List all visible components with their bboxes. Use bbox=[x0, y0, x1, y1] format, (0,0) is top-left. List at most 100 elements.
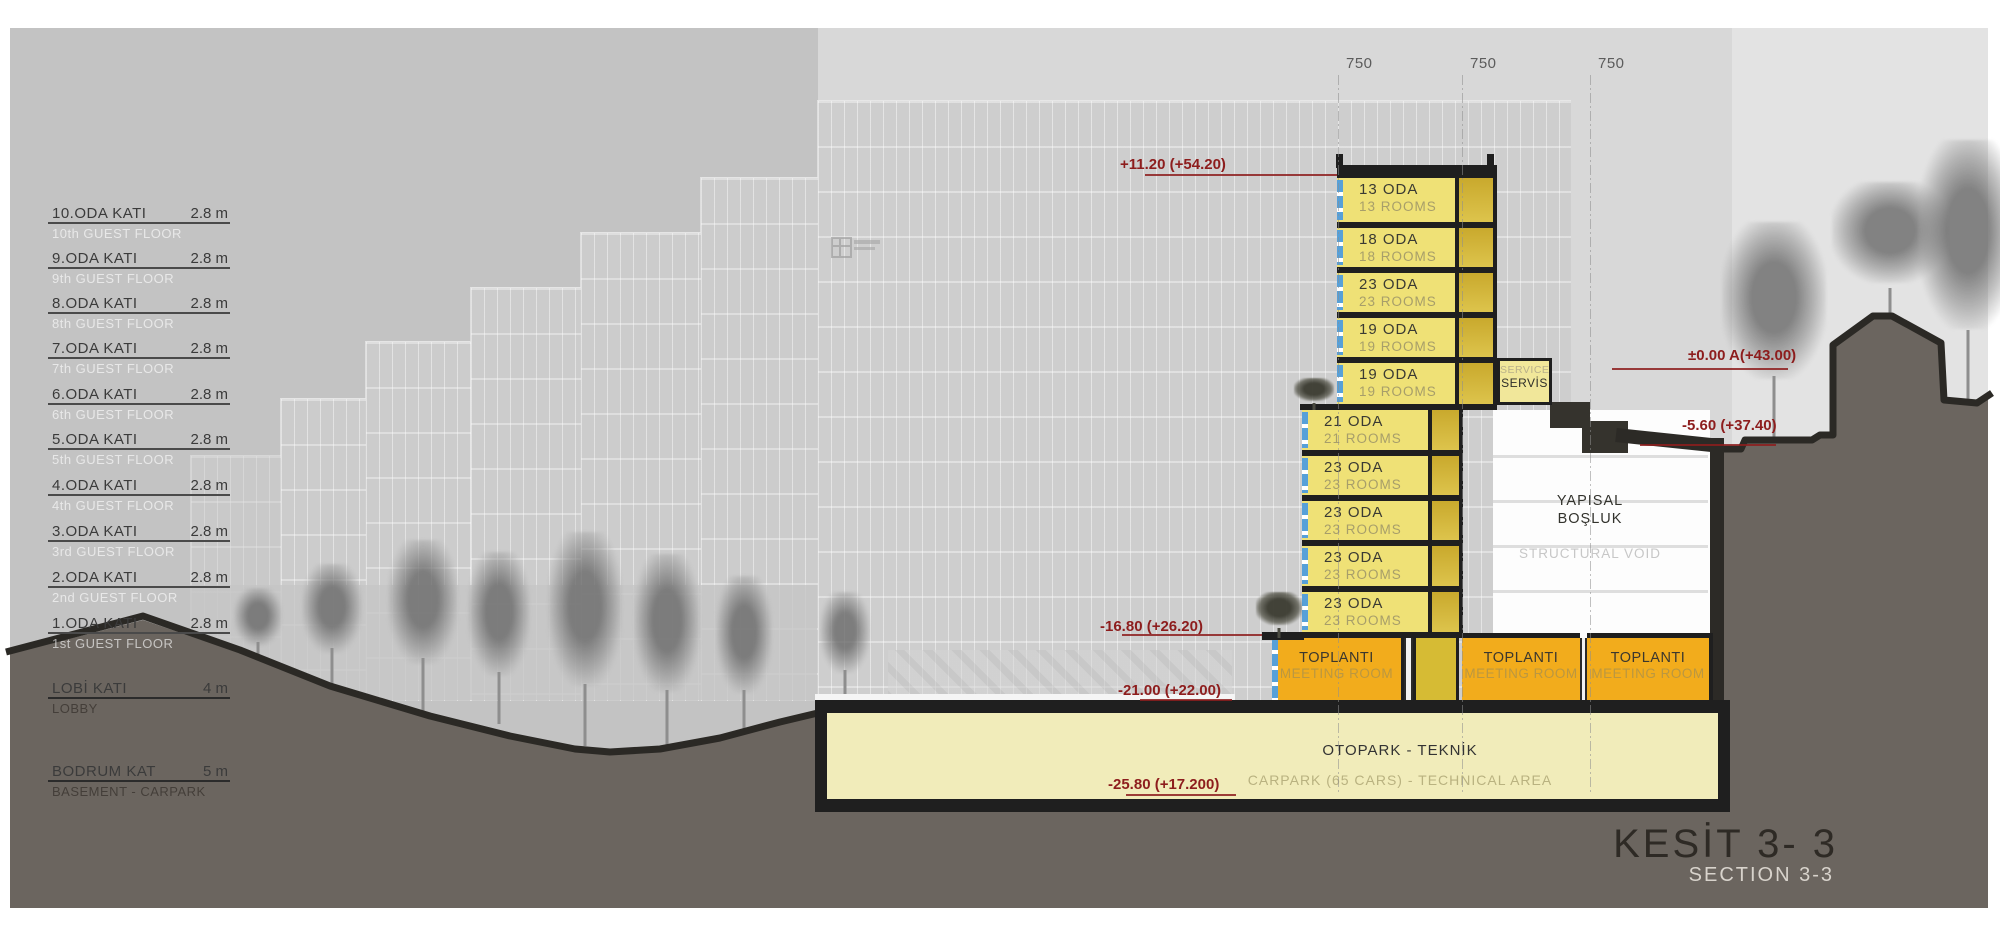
floor-label-en: 21 ROOMS bbox=[1324, 431, 1402, 446]
level-line bbox=[48, 267, 230, 269]
grid-dimension: 750 bbox=[1346, 55, 1373, 72]
service-bay bbox=[1432, 546, 1459, 586]
tree-silhouette bbox=[302, 564, 362, 688]
service-label-en: SERVICE bbox=[1500, 364, 1550, 376]
level-height: 2.8 m bbox=[190, 477, 228, 494]
elevation-mark-meeting-floor: -21.00 (+22.00) bbox=[1118, 682, 1221, 699]
level-height: 5 m bbox=[202, 763, 228, 780]
floor-label-tr: 19 ODA bbox=[1359, 366, 1419, 383]
bay-divider bbox=[1428, 546, 1432, 586]
void-label-tr: YAPISAL BOŞLUK bbox=[1490, 492, 1690, 528]
meeting-room-label-tr: TOPLANTI bbox=[1483, 650, 1559, 666]
tower-floor: 19 ODA 19 ROOMS bbox=[1337, 318, 1497, 363]
right-retaining-wall bbox=[1710, 438, 1724, 704]
level-row: 2.ODA KATI 2.8 m 2nd GUEST FLOOR bbox=[48, 569, 230, 611]
elevation-line bbox=[1640, 444, 1776, 446]
level-subname: 5th GUEST FLOOR bbox=[52, 452, 175, 467]
floor-label-tr: 23 ODA bbox=[1324, 549, 1384, 566]
base-ledge-slab bbox=[1262, 632, 1304, 640]
meeting-room-label-en: MEETING ROOM bbox=[1464, 666, 1578, 681]
level-height: 4 m bbox=[202, 680, 228, 697]
bay-divider bbox=[1428, 501, 1432, 540]
terrain-right-outline bbox=[1712, 312, 1994, 453]
tower-floor: 23 ODA 23 ROOMS bbox=[1337, 273, 1497, 318]
service-room: SERVICE SERVİS bbox=[1497, 358, 1552, 405]
carpark-label-en: CARPARK (65 CARS) - TECHNICAL AREA bbox=[1247, 772, 1553, 788]
elevation-mark-upper-ground: -5.60 (+37.40) bbox=[1682, 417, 1777, 434]
level-row: BODRUM KAT 5 m BASEMENT - CARPARK bbox=[48, 763, 230, 805]
level-subname: 1st GUEST FLOOR bbox=[52, 636, 174, 651]
void-floor-line bbox=[1493, 545, 1708, 548]
floor-label-tr: 23 ODA bbox=[1324, 595, 1384, 612]
service-bay bbox=[1459, 363, 1493, 404]
meeting-room-box: TOPLANTI MEETING ROOM bbox=[1462, 633, 1580, 700]
floor-label-tr: 13 ODA bbox=[1359, 181, 1419, 198]
level-name: 6.ODA KATI bbox=[52, 386, 138, 403]
floor-label-en: 19 ROOMS bbox=[1359, 339, 1437, 354]
elevation-line bbox=[1612, 368, 1788, 370]
void-label-tr-line1: YAPISAL bbox=[1556, 493, 1624, 509]
meeting-room-box: TOPLANTI MEETING ROOM bbox=[1587, 633, 1713, 700]
grid-dimension: 750 bbox=[1470, 55, 1497, 72]
elevation-line bbox=[1122, 634, 1262, 636]
bay-divider bbox=[1455, 273, 1459, 312]
service-bay bbox=[1459, 318, 1493, 357]
tower-floor: 23 ODA 23 ROOMS bbox=[1302, 592, 1463, 638]
level-line bbox=[48, 780, 230, 782]
floor-label-en: 23 ROOMS bbox=[1324, 567, 1402, 582]
tree-silhouette bbox=[234, 588, 282, 668]
bay-divider bbox=[1455, 178, 1459, 222]
tree-silhouette bbox=[1918, 140, 2000, 402]
setback-slab bbox=[1300, 404, 1342, 410]
service-bay bbox=[1459, 228, 1493, 267]
grid-line bbox=[1338, 75, 1339, 792]
level-height: 2.8 m bbox=[190, 295, 228, 312]
level-subname: 7th GUEST FLOOR bbox=[52, 361, 175, 376]
grid-dimension: 750 bbox=[1598, 55, 1625, 72]
roof-slab bbox=[1337, 165, 1497, 178]
service-bay bbox=[1432, 501, 1459, 540]
window-glazing bbox=[1302, 503, 1308, 538]
void-floor-line bbox=[1493, 455, 1708, 458]
level-name: 5.ODA KATI bbox=[52, 431, 138, 448]
tree-silhouette bbox=[716, 576, 772, 738]
meeting-room-label-tr: TOPLANTI bbox=[1610, 650, 1686, 666]
faded-logo-text bbox=[854, 240, 880, 244]
service-bay bbox=[1432, 410, 1459, 450]
level-subname: 10th GUEST FLOOR bbox=[52, 226, 182, 241]
bay-divider bbox=[1428, 592, 1432, 632]
tree-silhouette bbox=[634, 554, 700, 746]
level-height: 2.8 m bbox=[190, 615, 228, 632]
bay-divider bbox=[1428, 456, 1432, 495]
window-glazing bbox=[1337, 180, 1343, 220]
level-row: 7.ODA KATI 2.8 m 7th GUEST FLOOR bbox=[48, 340, 230, 382]
level-subname: 2nd GUEST FLOOR bbox=[52, 590, 178, 605]
bay-divider bbox=[1455, 318, 1459, 357]
elevation-line bbox=[1140, 699, 1232, 701]
window-glazing bbox=[1302, 412, 1308, 448]
level-subname: 6th GUEST FLOOR bbox=[52, 407, 175, 422]
level-name: 7.ODA KATI bbox=[52, 340, 138, 357]
void-floor-line bbox=[1493, 500, 1708, 503]
floor-label-tr: 23 ODA bbox=[1324, 504, 1384, 521]
level-row: 1.ODA KATI 2.8 m 1st GUEST FLOOR bbox=[48, 615, 230, 657]
level-height: 2.8 m bbox=[190, 569, 228, 586]
level-subname: 8th GUEST FLOOR bbox=[52, 316, 175, 331]
floor-label-tr: 18 ODA bbox=[1359, 231, 1419, 248]
tower-floor: 23 ODA 23 ROOMS bbox=[1302, 501, 1463, 546]
tree-silhouette bbox=[468, 552, 530, 724]
level-row: 5.ODA KATI 2.8 m 5th GUEST FLOOR bbox=[48, 431, 230, 473]
window-glazing bbox=[1302, 458, 1308, 493]
level-height: 2.8 m bbox=[190, 340, 228, 357]
grid-line bbox=[1462, 75, 1463, 792]
level-subname: 9th GUEST FLOOR bbox=[52, 271, 175, 286]
level-line bbox=[48, 697, 230, 699]
service-bay bbox=[1432, 456, 1459, 495]
elevation-mark-carpark-floor: -25.80 (+17.200) bbox=[1108, 776, 1220, 793]
service-bay bbox=[1459, 273, 1493, 312]
level-line bbox=[48, 403, 230, 405]
level-row: 6.ODA KATI 2.8 m 6th GUEST FLOOR bbox=[48, 386, 230, 428]
bay-divider bbox=[1455, 363, 1459, 404]
drawing-subtitle: SECTION 3-3 bbox=[1688, 864, 1834, 886]
